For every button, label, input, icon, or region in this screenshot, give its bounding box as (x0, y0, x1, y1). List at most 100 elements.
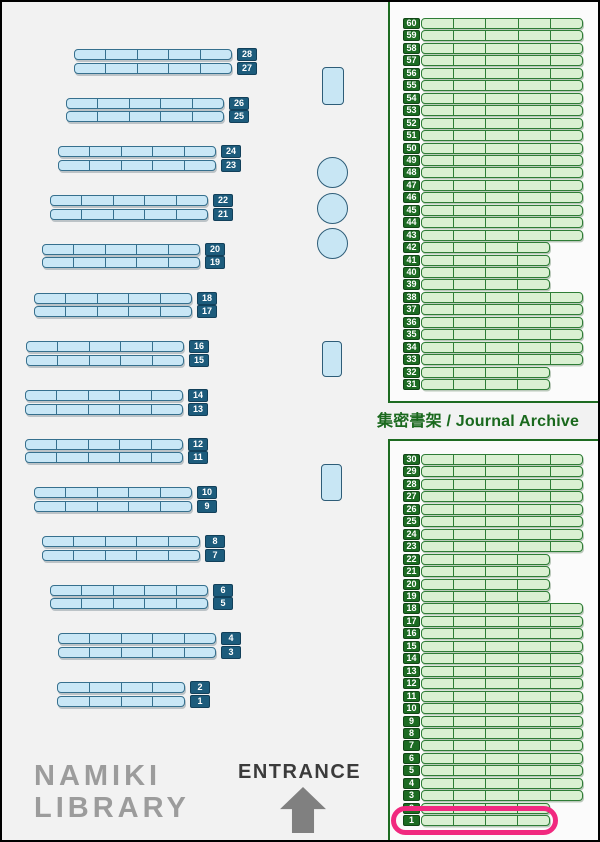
shelf-segment (454, 728, 487, 738)
shelf-segment (59, 147, 91, 157)
shelf-segment (519, 43, 551, 53)
up-arrow-icon (280, 787, 326, 833)
shelf-segment (422, 43, 455, 53)
shelf-segment (486, 131, 519, 141)
archive-row-number-16: 16 (403, 628, 420, 640)
shelf-segment (454, 704, 487, 713)
shelf-segment (82, 209, 114, 219)
shelf-segment (145, 599, 177, 609)
archive-row-number-50: 50 (403, 142, 420, 154)
shelf-segment (74, 550, 106, 560)
shelf-segment (422, 255, 454, 265)
shelf-segment (90, 683, 122, 693)
shelf-segment (152, 453, 182, 462)
shelf-segment (519, 230, 551, 240)
shelf-segment (551, 530, 582, 539)
shelf-segment (89, 439, 121, 449)
entrance-label: ENTRANCE (238, 761, 362, 783)
shelf-segment (551, 355, 582, 364)
shelf-segment (43, 550, 75, 560)
shelf-segment (486, 342, 519, 352)
shelf-segment (152, 391, 182, 400)
shelf-segment (454, 554, 486, 564)
shelf-segment (51, 585, 83, 595)
shelf-segment (486, 479, 519, 489)
shelf-segment (486, 230, 519, 240)
shelf-segment (551, 604, 582, 613)
archive-row-number-59: 59 (403, 30, 420, 42)
archive-row-number-37: 37 (403, 304, 420, 316)
archive-row-number-4: 4 (403, 777, 420, 789)
shelf-segment (519, 766, 551, 776)
bookshelf-number-14: 14 (188, 388, 208, 402)
archive-row-38 (421, 291, 583, 303)
shelf-segment (454, 43, 487, 53)
shelf-segment (551, 517, 582, 526)
shelf-segment (454, 455, 487, 464)
archive-row-20 (421, 578, 550, 590)
bookshelf-number-24: 24 (221, 145, 241, 159)
shelf-segment (422, 230, 455, 240)
shelf-segment (89, 390, 121, 400)
shelf-segment (114, 599, 146, 609)
shelf-segment (51, 196, 83, 206)
shelf-segment (519, 641, 551, 651)
shelf-segment (98, 307, 130, 317)
shelf-segment (35, 488, 67, 498)
bookshelf-row-22 (50, 195, 208, 207)
archive-row-number-32: 32 (403, 366, 420, 378)
shelf-segment (161, 502, 191, 511)
shelf-segment (422, 554, 454, 564)
archive-row-number-8: 8 (403, 727, 420, 739)
shelf-segment (82, 585, 114, 595)
shelf-segment (519, 193, 551, 203)
archive-row-34 (421, 341, 583, 353)
shelf-segment (422, 579, 454, 589)
archive-row-12 (421, 678, 583, 690)
library-name-line1: NAMIKI (34, 760, 162, 792)
shelf-segment (454, 155, 487, 165)
bookshelf-number-5: 5 (213, 597, 233, 611)
shelf-segment (422, 81, 455, 91)
shelf-segment (161, 307, 191, 316)
bookshelf-row-14 (25, 389, 183, 401)
shelf-segment (58, 342, 90, 352)
archive-row-15 (421, 640, 583, 652)
shelf-segment (551, 617, 582, 626)
archive-row-18 (421, 603, 583, 615)
shelf-segment (422, 641, 455, 651)
archive-row-number-3: 3 (403, 790, 420, 802)
archive-row-21 (421, 566, 550, 577)
shelf-segment (129, 488, 161, 498)
shelf-segment (518, 380, 549, 389)
shelf-segment (454, 641, 487, 651)
shelf-segment (153, 342, 183, 351)
bookshelf-row-6 (50, 584, 208, 596)
archive-row-number-47: 47 (403, 179, 420, 191)
bookshelf-row-2 (57, 682, 185, 694)
shelf-segment (66, 307, 98, 317)
bookshelf-number-27: 27 (237, 61, 257, 75)
shelf-segment (422, 791, 455, 801)
shelf-segment (518, 368, 549, 377)
bookshelf-number-12: 12 (188, 437, 208, 451)
bookshelf-number-6: 6 (213, 583, 233, 597)
shelf-segment (58, 683, 90, 693)
archive-row-number-60: 60 (403, 18, 420, 29)
shelf-segment (519, 629, 551, 639)
bookshelf-number-28: 28 (237, 48, 257, 61)
archive-row-number-36: 36 (403, 316, 420, 328)
shelf-segment (486, 654, 519, 664)
shelf-segment (486, 330, 519, 340)
shelf-segment (90, 696, 122, 706)
archive-row-number-11: 11 (403, 690, 420, 702)
archive-row-43 (421, 229, 583, 241)
shelf-segment (121, 342, 153, 352)
shelf-segment (486, 380, 518, 389)
archive-row-number-58: 58 (403, 42, 420, 54)
archive-row-number-24: 24 (403, 528, 420, 540)
shelf-segment (152, 405, 182, 414)
bookshelf-number-16: 16 (189, 340, 209, 354)
shelf-segment (169, 258, 199, 267)
